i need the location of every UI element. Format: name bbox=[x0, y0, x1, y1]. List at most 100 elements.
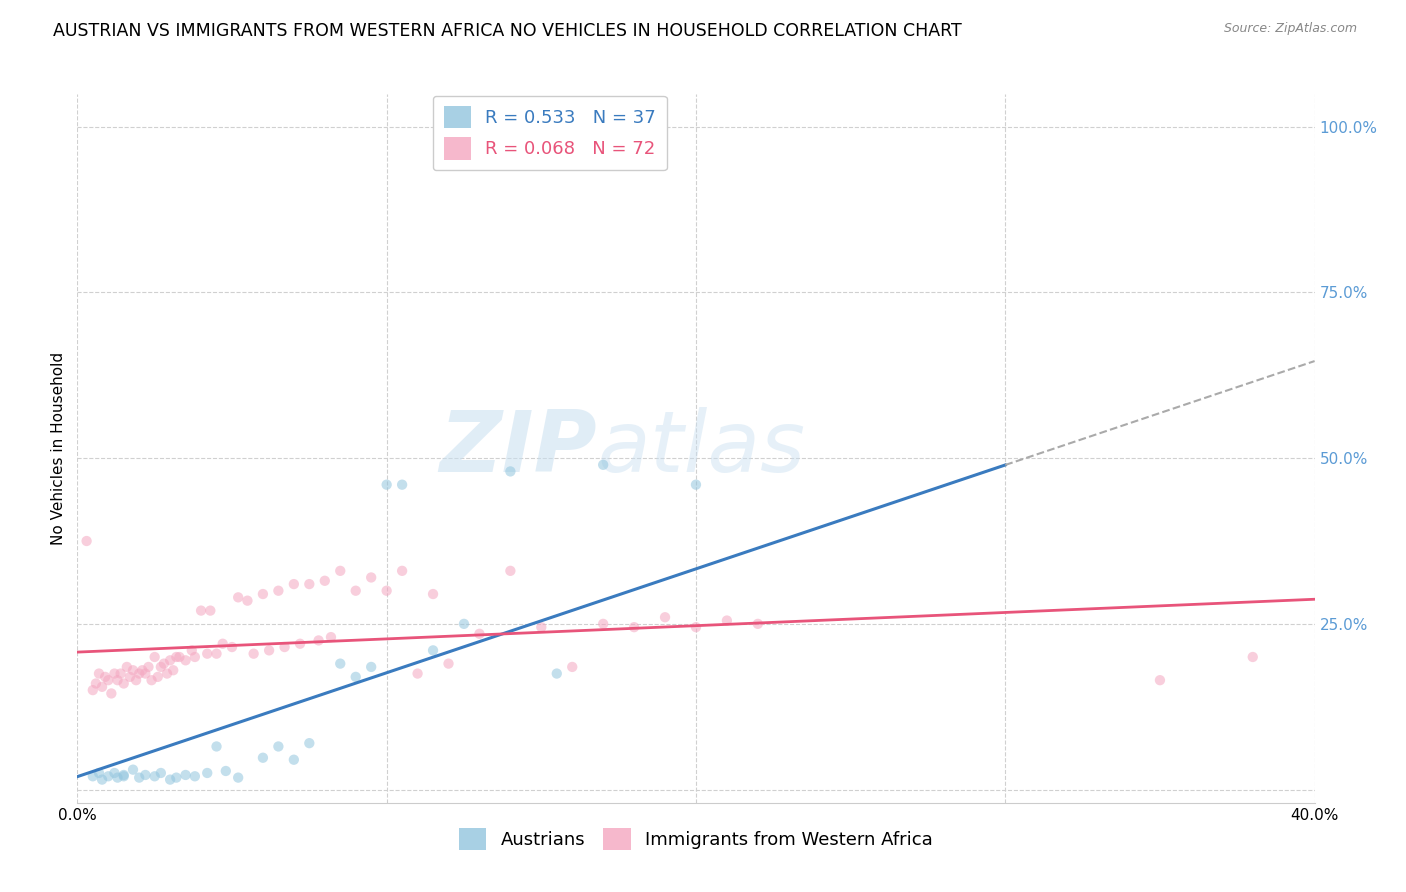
Point bbox=[165, 650, 187, 665]
Point bbox=[546, 666, 568, 681]
Point bbox=[288, 637, 311, 651]
Point bbox=[195, 766, 218, 780]
Point bbox=[236, 593, 259, 607]
Point bbox=[122, 663, 145, 677]
Point bbox=[561, 660, 583, 674]
Point bbox=[141, 673, 163, 688]
Point bbox=[716, 614, 738, 628]
Point bbox=[159, 772, 181, 787]
Point bbox=[103, 766, 125, 780]
Point bbox=[592, 458, 614, 472]
Point bbox=[134, 768, 156, 782]
Point bbox=[138, 660, 160, 674]
Point bbox=[76, 534, 98, 549]
Point bbox=[91, 680, 114, 694]
Point bbox=[468, 627, 491, 641]
Point bbox=[298, 577, 321, 591]
Point bbox=[97, 769, 120, 783]
Point bbox=[143, 650, 166, 665]
Point bbox=[685, 477, 707, 491]
Point bbox=[226, 771, 249, 785]
Legend: Austrians, Immigrants from Western Africa: Austrians, Immigrants from Western Afric… bbox=[451, 822, 941, 857]
Point bbox=[221, 640, 243, 654]
Point bbox=[162, 663, 184, 677]
Point bbox=[257, 643, 280, 657]
Point bbox=[97, 673, 120, 688]
Point bbox=[422, 587, 444, 601]
Point bbox=[391, 477, 413, 491]
Point bbox=[530, 620, 553, 634]
Point bbox=[375, 477, 398, 491]
Point bbox=[174, 653, 197, 667]
Point bbox=[100, 686, 122, 700]
Point bbox=[169, 650, 191, 665]
Y-axis label: No Vehicles in Household: No Vehicles in Household bbox=[51, 351, 66, 545]
Point bbox=[128, 771, 150, 785]
Point bbox=[360, 570, 382, 584]
Point bbox=[375, 583, 398, 598]
Point bbox=[87, 766, 110, 780]
Point bbox=[215, 764, 238, 778]
Point bbox=[122, 763, 145, 777]
Point bbox=[159, 653, 181, 667]
Text: Source: ZipAtlas.com: Source: ZipAtlas.com bbox=[1223, 22, 1357, 36]
Point bbox=[143, 769, 166, 783]
Point bbox=[685, 620, 707, 634]
Point bbox=[115, 660, 138, 674]
Point bbox=[226, 591, 249, 605]
Point bbox=[252, 750, 274, 764]
Point bbox=[112, 676, 135, 690]
Point bbox=[112, 769, 135, 783]
Point bbox=[437, 657, 460, 671]
Point bbox=[283, 577, 305, 591]
Point bbox=[118, 670, 141, 684]
Point bbox=[283, 753, 305, 767]
Point bbox=[156, 666, 179, 681]
Point bbox=[319, 630, 342, 644]
Point bbox=[314, 574, 336, 588]
Point bbox=[180, 643, 202, 657]
Point bbox=[273, 640, 295, 654]
Point bbox=[391, 564, 413, 578]
Point bbox=[165, 771, 187, 785]
Point bbox=[623, 620, 645, 634]
Point bbox=[82, 769, 104, 783]
Point bbox=[131, 663, 153, 677]
Point bbox=[747, 616, 769, 631]
Point bbox=[1149, 673, 1171, 688]
Point bbox=[453, 616, 475, 631]
Point bbox=[406, 666, 429, 681]
Point bbox=[344, 670, 367, 684]
Point bbox=[267, 739, 290, 754]
Point bbox=[153, 657, 176, 671]
Point bbox=[190, 604, 212, 618]
Point bbox=[654, 610, 676, 624]
Point bbox=[84, 676, 107, 690]
Point bbox=[103, 666, 125, 681]
Point bbox=[242, 647, 264, 661]
Point bbox=[329, 564, 352, 578]
Point bbox=[195, 647, 218, 661]
Point bbox=[184, 769, 207, 783]
Text: AUSTRIAN VS IMMIGRANTS FROM WESTERN AFRICA NO VEHICLES IN HOUSEHOLD CORRELATION : AUSTRIAN VS IMMIGRANTS FROM WESTERN AFRI… bbox=[53, 22, 962, 40]
Point bbox=[499, 465, 522, 479]
Point bbox=[308, 633, 330, 648]
Point bbox=[125, 673, 148, 688]
Point bbox=[205, 647, 228, 661]
Text: atlas: atlas bbox=[598, 407, 806, 490]
Point bbox=[110, 666, 132, 681]
Point bbox=[91, 772, 114, 787]
Point bbox=[146, 670, 169, 684]
Point bbox=[107, 771, 129, 785]
Point bbox=[252, 587, 274, 601]
Point bbox=[174, 768, 197, 782]
Point bbox=[128, 666, 150, 681]
Point bbox=[592, 616, 614, 631]
Point bbox=[184, 650, 207, 665]
Point bbox=[107, 673, 129, 688]
Point bbox=[112, 768, 135, 782]
Point bbox=[82, 683, 104, 698]
Point bbox=[344, 583, 367, 598]
Point bbox=[422, 643, 444, 657]
Point bbox=[149, 660, 172, 674]
